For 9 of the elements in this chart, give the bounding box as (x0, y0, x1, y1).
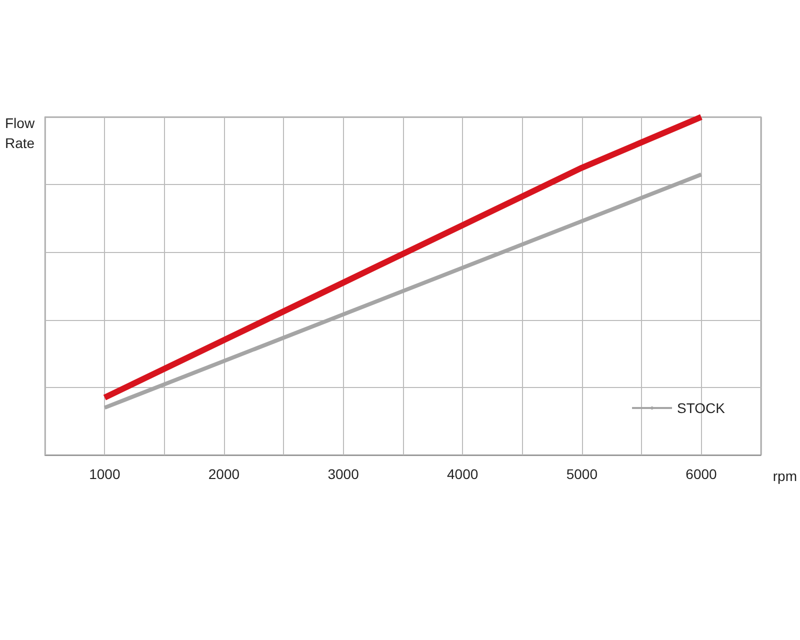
x-tick-label: 3000 (328, 466, 360, 482)
x-tick-label: 5000 (566, 466, 598, 482)
y-axis-title: Flow Rate (5, 115, 38, 151)
x-tick-label: 4000 (447, 466, 478, 482)
legend-label: STOCK (677, 400, 726, 416)
x-tick-label: 2000 (208, 466, 240, 482)
x-axis-title: rpm (772, 468, 798, 484)
x-tick-label: 1000 (89, 466, 120, 482)
x-tick-label: 6000 (686, 466, 718, 482)
